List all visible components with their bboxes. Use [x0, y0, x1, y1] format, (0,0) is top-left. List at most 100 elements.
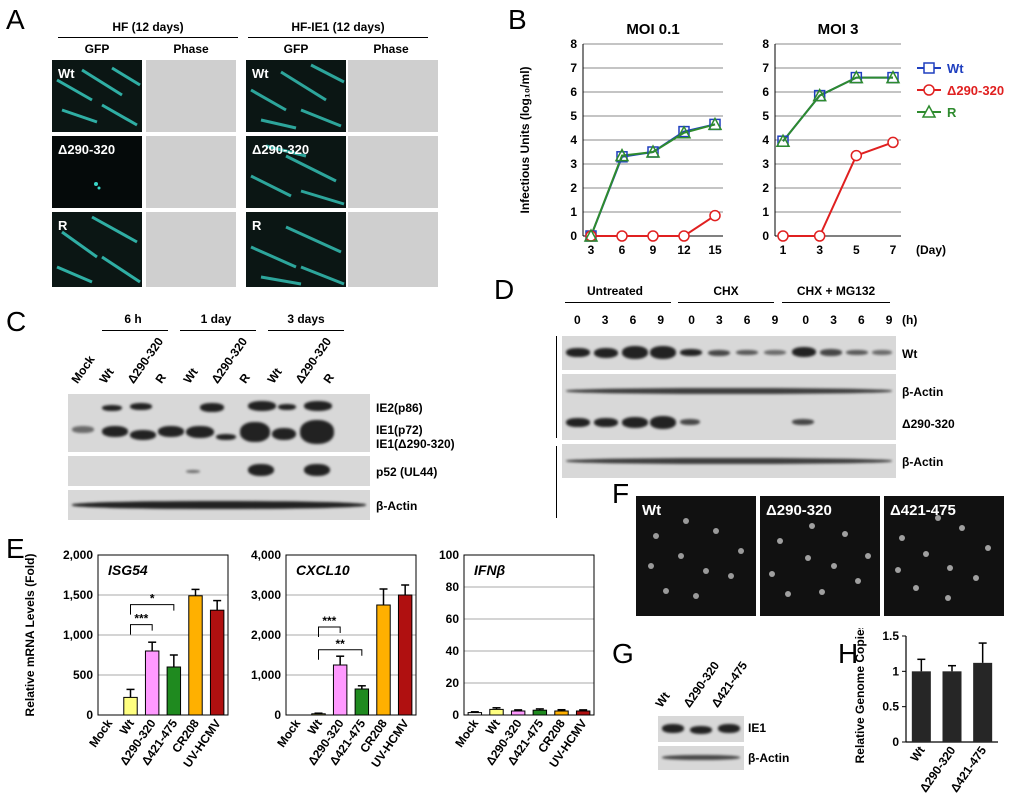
panel-c-lane-label-4: Wt [180, 365, 201, 386]
y-tick-label: 0 [892, 735, 899, 749]
panel-e-mrna-bars: Relative mRNA Levels (Fold) 0 500 1,000 1,50… [23, 548, 595, 770]
panel-d-hour-9: 3 [830, 313, 837, 327]
data-point-r [775, 133, 791, 147]
panel-c-time-3days: 3 days [287, 312, 325, 326]
panel-d-group-chx: CHX [713, 284, 739, 298]
gfp-signal [250, 63, 345, 130]
chart-title-e2: IFNβ [474, 562, 506, 578]
micrograph-hf-r-phase [146, 212, 236, 287]
panel-c-lane-label-0: Mock [68, 352, 98, 386]
nuclei-image-wt: Wt [636, 496, 756, 616]
panel-d-hour-8: 0 [802, 313, 810, 327]
y-tick-label: 3,000 [251, 588, 281, 602]
panel-label-a: A [6, 4, 25, 35]
nuclei-dots [648, 518, 744, 599]
band-label-d-wt: Wt [902, 347, 918, 361]
panel-a-col-gfp-2: GFP [283, 42, 309, 56]
y-tick-label: 1,500 [63, 588, 93, 602]
x-tick-label: 5 [853, 243, 860, 257]
y-tick-label: 8 [762, 37, 769, 51]
panel-a-col-phase-1: Phase [173, 42, 209, 56]
panel-d-blot-actin-1 [562, 374, 896, 408]
panel-d-underline-chx-mg132 [782, 302, 890, 303]
band-label-p52: p52 (UL44) [376, 465, 438, 479]
panel-label-c: C [6, 306, 27, 337]
panel-g-lane-label-0: Wt [652, 689, 673, 710]
micrograph-hfie1-wt-phase [348, 60, 438, 132]
data-point-wt [616, 151, 628, 163]
x-tick-label: 15 [708, 243, 722, 257]
series-line-2 [782, 76, 893, 142]
bar [973, 662, 993, 742]
nuclei-label: Δ290-320 [766, 502, 832, 519]
data-point-d290 [850, 149, 863, 162]
significance-label: * [150, 592, 155, 606]
data-point-r [583, 228, 599, 242]
data-point-d290 [709, 209, 721, 222]
significance-bracket [318, 649, 363, 660]
gfp-signal [250, 225, 345, 286]
y-tick-label: 6 [570, 85, 577, 99]
micrograph-hf-d290-phase [146, 136, 236, 208]
y-tick-label: 4,000 [251, 548, 281, 562]
y-tick-label: 2 [570, 181, 577, 195]
y-tick-label: 0 [452, 708, 459, 722]
panel-d-blot-d290 [562, 406, 896, 440]
bar [911, 671, 931, 742]
micrograph-hfie1-wt-gfp: Wt [246, 60, 346, 132]
x-tick-label: 3 [816, 243, 823, 257]
panel-d-bracket-1 [556, 336, 557, 438]
row-label: Δ290-320 [252, 142, 310, 157]
panel-c-lane-label-6: R [236, 370, 253, 386]
y-tick-label: 1,000 [63, 628, 93, 642]
nuclei-dots [895, 515, 991, 601]
y-tick-label: 8 [570, 37, 577, 51]
bar [166, 666, 182, 716]
micrograph-hfie1-d290-gfp: Δ290-320 [246, 136, 346, 208]
y-tick-label: 0 [762, 229, 769, 243]
legend-marker [923, 84, 935, 96]
x-tick-label: 1 [780, 243, 787, 257]
nuclei-image-d290: Δ290-320 [760, 496, 880, 616]
bar [510, 710, 526, 716]
bar [332, 664, 348, 716]
panel-d-hour-1: 3 [601, 313, 609, 327]
band-label-d-d290: Δ290-320 [902, 417, 955, 431]
row-label: Wt [58, 66, 75, 81]
plot-frame [97, 554, 229, 716]
panel-b-growth-curves: Infectious Units (log₁₀/ml)MOI 0.1012345… [518, 21, 1004, 257]
panel-b-ylabel: Infectious Units (log₁₀/ml) [518, 66, 532, 213]
panel-label-d: D [494, 274, 515, 305]
panel-c-blot-actin [68, 490, 370, 520]
panel-c-time-1day: 1 day [200, 312, 232, 326]
significance-bracket [130, 604, 175, 615]
micrograph-hf-d290-gfp: Δ290-320 [52, 136, 142, 208]
panel-a-col-gfp-1: GFP [84, 42, 110, 56]
data-point-r [614, 148, 630, 162]
y-tick-label: 5 [570, 109, 577, 123]
panel-c-blot-p52 [68, 456, 370, 486]
y-tick-label: 5 [762, 109, 769, 123]
bar [575, 710, 591, 716]
y-tick-label: 0 [86, 708, 93, 722]
panel-d-blot-actin-2 [562, 444, 896, 478]
band-label-ie1-p72: IE1(p72) [376, 423, 423, 437]
panel-c-blot-ie [68, 394, 370, 452]
bar [354, 688, 370, 716]
y-tick-label: 1.5 [882, 629, 899, 643]
data-point-d290 [647, 230, 659, 242]
y-tick-label: 7 [762, 61, 769, 75]
bar [123, 696, 138, 716]
chart-title-0: MOI 0.1 [626, 21, 679, 38]
x-tick-label: 3 [588, 243, 595, 257]
y-tick-label: 20 [446, 676, 460, 690]
y-tick-label: 60 [446, 612, 460, 626]
legend-marker [921, 104, 937, 118]
panel-label-f: F [612, 478, 630, 509]
bar [489, 708, 504, 716]
panel-a-col-phase-2: Phase [373, 42, 409, 56]
panel-g-blot-actin [658, 746, 744, 770]
bar [397, 594, 413, 716]
panel-h-ylabel: Relative Genome Copies [853, 628, 867, 763]
